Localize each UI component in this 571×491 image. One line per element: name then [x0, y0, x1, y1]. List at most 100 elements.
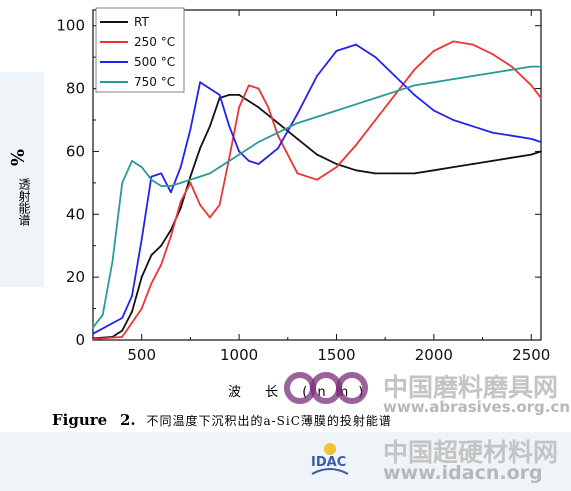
data-point [540, 65, 542, 68]
data-point [530, 84, 533, 87]
data-point [394, 75, 396, 77]
data-point [189, 175, 192, 178]
data-point [208, 87, 211, 90]
data-point [208, 172, 211, 175]
data-point [510, 68, 513, 71]
idac-logo-icon [311, 443, 349, 475]
plot-frame [92, 9, 542, 341]
data-point [92, 338, 94, 340]
data-point [170, 229, 172, 231]
data-point [150, 282, 153, 285]
legend-entry: 500 °C [134, 55, 175, 69]
data-point [540, 150, 542, 153]
data-point [160, 263, 163, 266]
data-point [170, 235, 172, 238]
data-point [150, 254, 153, 257]
side-panel [0, 72, 44, 287]
data-point [540, 97, 542, 99]
data-point [452, 40, 455, 43]
y-tick-label: 40 [66, 205, 85, 223]
data-point [257, 87, 260, 90]
data-point [121, 329, 124, 332]
data-point [140, 276, 143, 279]
data-point [257, 106, 260, 109]
data-point [491, 159, 494, 162]
data-point [335, 166, 338, 169]
data-point [355, 144, 357, 147]
data-point [432, 169, 435, 172]
data-point [218, 93, 221, 96]
data-point [394, 172, 396, 175]
y-axis-label: 透射能谱 [17, 178, 31, 226]
x-tick-label: 1500 [317, 346, 355, 364]
data-point [394, 93, 396, 96]
watermark-site-name: 中国磨料磨具网 [383, 373, 559, 402]
data-point [140, 238, 143, 241]
data-point [189, 128, 192, 131]
data-point [452, 78, 455, 81]
data-point [530, 153, 533, 156]
data-point [355, 169, 357, 172]
data-point [257, 163, 260, 165]
data-point [121, 181, 124, 184]
data-point [355, 43, 357, 46]
data-point [238, 106, 240, 109]
data-point [413, 93, 416, 96]
data-point [131, 310, 133, 313]
data-point [179, 200, 182, 203]
data-point [199, 203, 202, 206]
data-point [432, 49, 435, 52]
data-point [131, 159, 133, 162]
data-point [257, 141, 260, 143]
data-point [316, 115, 318, 118]
data-point [238, 150, 240, 153]
data-point [491, 131, 494, 134]
data-point [296, 137, 299, 140]
series-line-3 [92, 65, 541, 328]
series-line-0 [92, 94, 542, 340]
x-tick-label: 2000 [415, 346, 453, 364]
data-point [510, 134, 513, 137]
legend-entry: 250 °C [134, 35, 175, 49]
data-point [247, 84, 250, 87]
data-point [394, 90, 396, 93]
y-tick-label: 80 [66, 80, 85, 98]
data-point [170, 185, 172, 187]
y-tick-label: 60 [66, 142, 85, 160]
data-point [335, 109, 338, 112]
data-point [111, 260, 114, 263]
data-point [228, 125, 231, 128]
watermark-site-name-2: 中国超硬材料网 [383, 438, 559, 467]
data-point [218, 166, 221, 169]
legend-entry: RT [134, 15, 149, 29]
data-point [101, 313, 104, 316]
data-point [374, 56, 377, 59]
caption-number: 2. [119, 411, 136, 429]
caption-text: 不同温度下沉积出的a-SiC薄膜的投射能谱 [146, 414, 392, 428]
data-point [140, 307, 143, 310]
data-point [160, 185, 163, 187]
data-point [335, 163, 338, 165]
x-axis-label: 波 长 (nm) [228, 385, 374, 400]
data-point [413, 68, 416, 71]
data-point [179, 207, 182, 209]
y-tick-label: 0 [75, 331, 85, 349]
data-point [179, 181, 182, 184]
data-point [160, 244, 163, 247]
x-tick-label: 2500 [512, 346, 550, 364]
data-point [432, 81, 435, 84]
data-point [374, 97, 377, 99]
data-point [150, 178, 153, 181]
data-point [238, 153, 240, 156]
data-point [247, 159, 250, 162]
data-point [471, 125, 474, 128]
data-point [471, 75, 474, 77]
data-point [316, 178, 318, 181]
data-point [540, 141, 542, 143]
data-point [121, 335, 124, 338]
data-point [296, 172, 299, 175]
data-point [92, 326, 94, 329]
data-point [374, 119, 377, 121]
data-point [277, 147, 279, 150]
data-point [413, 172, 416, 175]
